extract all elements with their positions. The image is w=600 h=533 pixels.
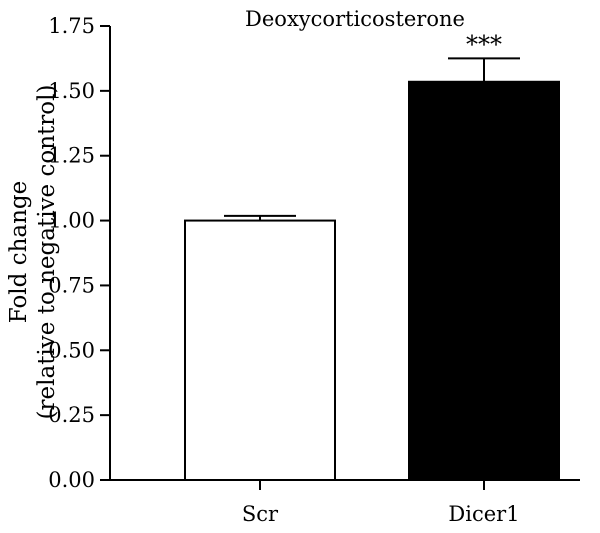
x-axis: Scr Dicer1: [110, 479, 580, 526]
y-tick-label: 0.00: [48, 468, 95, 492]
y-axis: 0.00 0.25 0.50 0.75 1.00 1.25 1.50 1.75: [48, 14, 111, 492]
y-tick-label: 1.00: [48, 209, 95, 233]
y-tick-label: 1.75: [48, 14, 95, 38]
y-tick-label: 0.75: [48, 273, 95, 297]
y-tick-label: 0.50: [48, 338, 95, 362]
x-tick-label-scr: Scr: [242, 502, 279, 526]
bars: ***: [184, 30, 560, 482]
y-axis-label-line-2: (relative to negative control): [34, 85, 60, 420]
y-axis-label-line-1: Fold change: [6, 181, 32, 324]
chart-title: Deoxycorticosterone: [245, 7, 465, 31]
bar-dicer1: [408, 80, 560, 482]
bar-scr: [184, 219, 336, 481]
y-tick-label: 1.50: [48, 79, 95, 103]
significance-marker: ***: [466, 30, 502, 58]
y-tick-label: 1.25: [48, 144, 95, 168]
x-tick-label-dicer1: Dicer1: [448, 502, 519, 526]
y-tick-label: 0.25: [48, 403, 95, 427]
